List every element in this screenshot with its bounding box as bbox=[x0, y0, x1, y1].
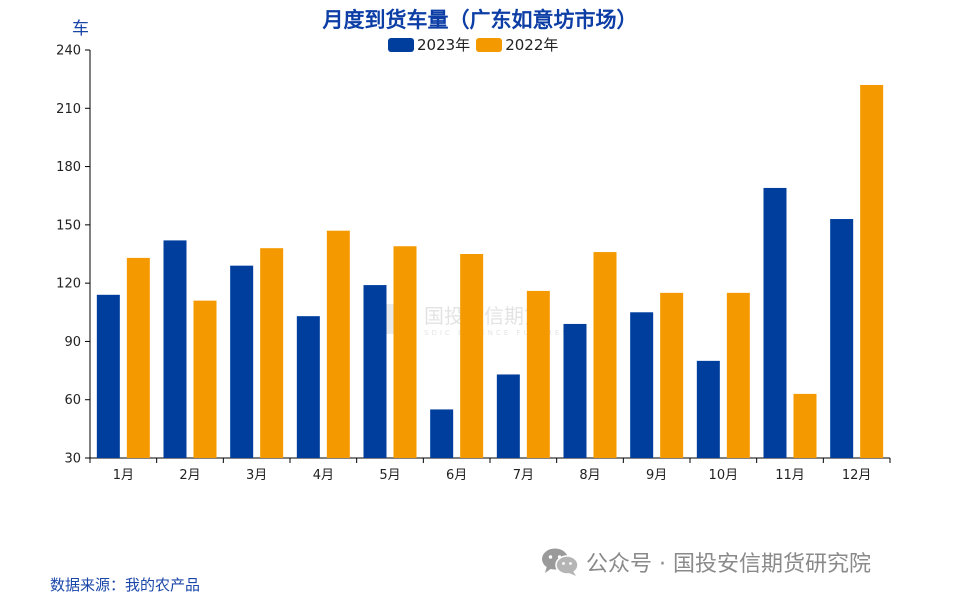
y-tick-label: 60 bbox=[64, 393, 81, 408]
bar-2023年-8月 bbox=[563, 323, 587, 458]
bar-2022年-7月 bbox=[526, 290, 550, 458]
y-tick-label: 120 bbox=[56, 277, 81, 292]
legend: 2023年 2022年 bbox=[388, 34, 564, 55]
bar-2022年-12月 bbox=[860, 84, 884, 458]
x-tick-label: 10月 bbox=[709, 468, 739, 483]
bar-2023年-2月 bbox=[163, 240, 187, 458]
bar-2023年-7月 bbox=[496, 374, 520, 458]
bar-2023年-11月 bbox=[763, 187, 787, 458]
y-tick-label: 30 bbox=[64, 452, 81, 467]
bar-2022年-10月 bbox=[726, 292, 750, 458]
bar-2022年-2月 bbox=[193, 300, 217, 458]
x-tick-label: 3月 bbox=[246, 468, 267, 483]
bar-2022年-9月 bbox=[660, 292, 684, 458]
bar-2022年-11月 bbox=[793, 393, 817, 458]
legend-swatch-2023 bbox=[388, 37, 414, 52]
bar-2023年-6月 bbox=[430, 409, 454, 458]
x-tick-label: 8月 bbox=[579, 468, 600, 483]
y-tick-label: 90 bbox=[64, 335, 81, 350]
bar-2022年-3月 bbox=[260, 248, 284, 458]
y-tick-label: 210 bbox=[56, 102, 81, 117]
y-tick-label: 180 bbox=[56, 160, 81, 175]
bar-2023年-9月 bbox=[630, 312, 654, 458]
x-tick-label: 2月 bbox=[179, 468, 200, 483]
bar-2022年-8月 bbox=[593, 252, 617, 458]
wechat-icon bbox=[542, 548, 579, 576]
wechat-account: 公众号 · 国投安信期货研究院 bbox=[540, 546, 871, 578]
bar-2023年-5月 bbox=[363, 285, 387, 458]
bar-2023年-1月 bbox=[96, 294, 120, 458]
bar-2022年-1月 bbox=[126, 257, 150, 458]
legend-label-2023: 2023年 bbox=[417, 36, 471, 54]
bar-2023年-4月 bbox=[296, 316, 320, 458]
legend-item-2023: 2023年 bbox=[388, 34, 470, 55]
legend-swatch-2022 bbox=[476, 37, 503, 52]
legend-label-2022: 2022年 bbox=[505, 36, 559, 54]
x-tick-label: 6月 bbox=[446, 468, 467, 483]
y-axis-unit-label: 车 bbox=[72, 19, 89, 39]
wechat-account-text: 公众号 · 国投安信期货研究院 bbox=[586, 552, 871, 577]
bar-2022年-4月 bbox=[326, 230, 350, 458]
x-tick-label: 7月 bbox=[513, 468, 534, 483]
x-tick-label: 5月 bbox=[379, 468, 400, 483]
bar-2023年-10月 bbox=[696, 360, 720, 458]
bar-2023年-3月 bbox=[230, 265, 254, 458]
bar-2023年-12月 bbox=[830, 219, 854, 458]
bar-2022年-5月 bbox=[393, 246, 417, 458]
source-note: 数据来源：我的农产品 bbox=[50, 576, 201, 594]
x-tick-label: 12月 bbox=[842, 468, 872, 483]
chart-title: 月度到货车量（广东如意坊市场） bbox=[322, 8, 638, 32]
x-tick-label: 1月 bbox=[113, 468, 134, 483]
x-tick-label: 9月 bbox=[646, 468, 667, 483]
bar-2022年-6月 bbox=[460, 254, 484, 458]
x-tick-label: 4月 bbox=[313, 468, 334, 483]
y-tick-label: 240 bbox=[56, 44, 81, 59]
y-tick-label: 150 bbox=[56, 218, 81, 233]
legend-item-2022: 2022年 bbox=[476, 34, 558, 55]
x-tick-label: 11月 bbox=[775, 468, 805, 483]
